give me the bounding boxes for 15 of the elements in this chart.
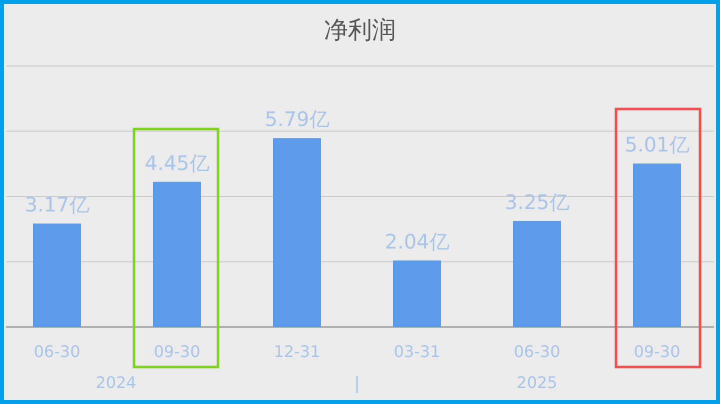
x-tick-label: 03-31 [394, 342, 440, 361]
text: 2025 [516, 373, 558, 392]
x-tick-label: 09-30 [634, 342, 680, 361]
data-label: 3.25亿 [504, 190, 570, 214]
x-tick-label: 12-31 [274, 342, 320, 361]
text: 2024 [96, 373, 136, 392]
data-label: 5.01亿 [624, 132, 690, 157]
data-label: 4.45亿 [144, 150, 210, 175]
data-label: 2.04亿 [384, 229, 450, 254]
data-label: 3.17亿 [24, 192, 90, 217]
x-tick-label: 06-30 [514, 342, 560, 361]
chart-title: 净利润 [324, 16, 396, 44]
x-tick-label: 06-30 [34, 342, 80, 361]
x-tick-label: 09-30 [154, 342, 200, 361]
data-label: 5.79亿 [264, 107, 330, 132]
